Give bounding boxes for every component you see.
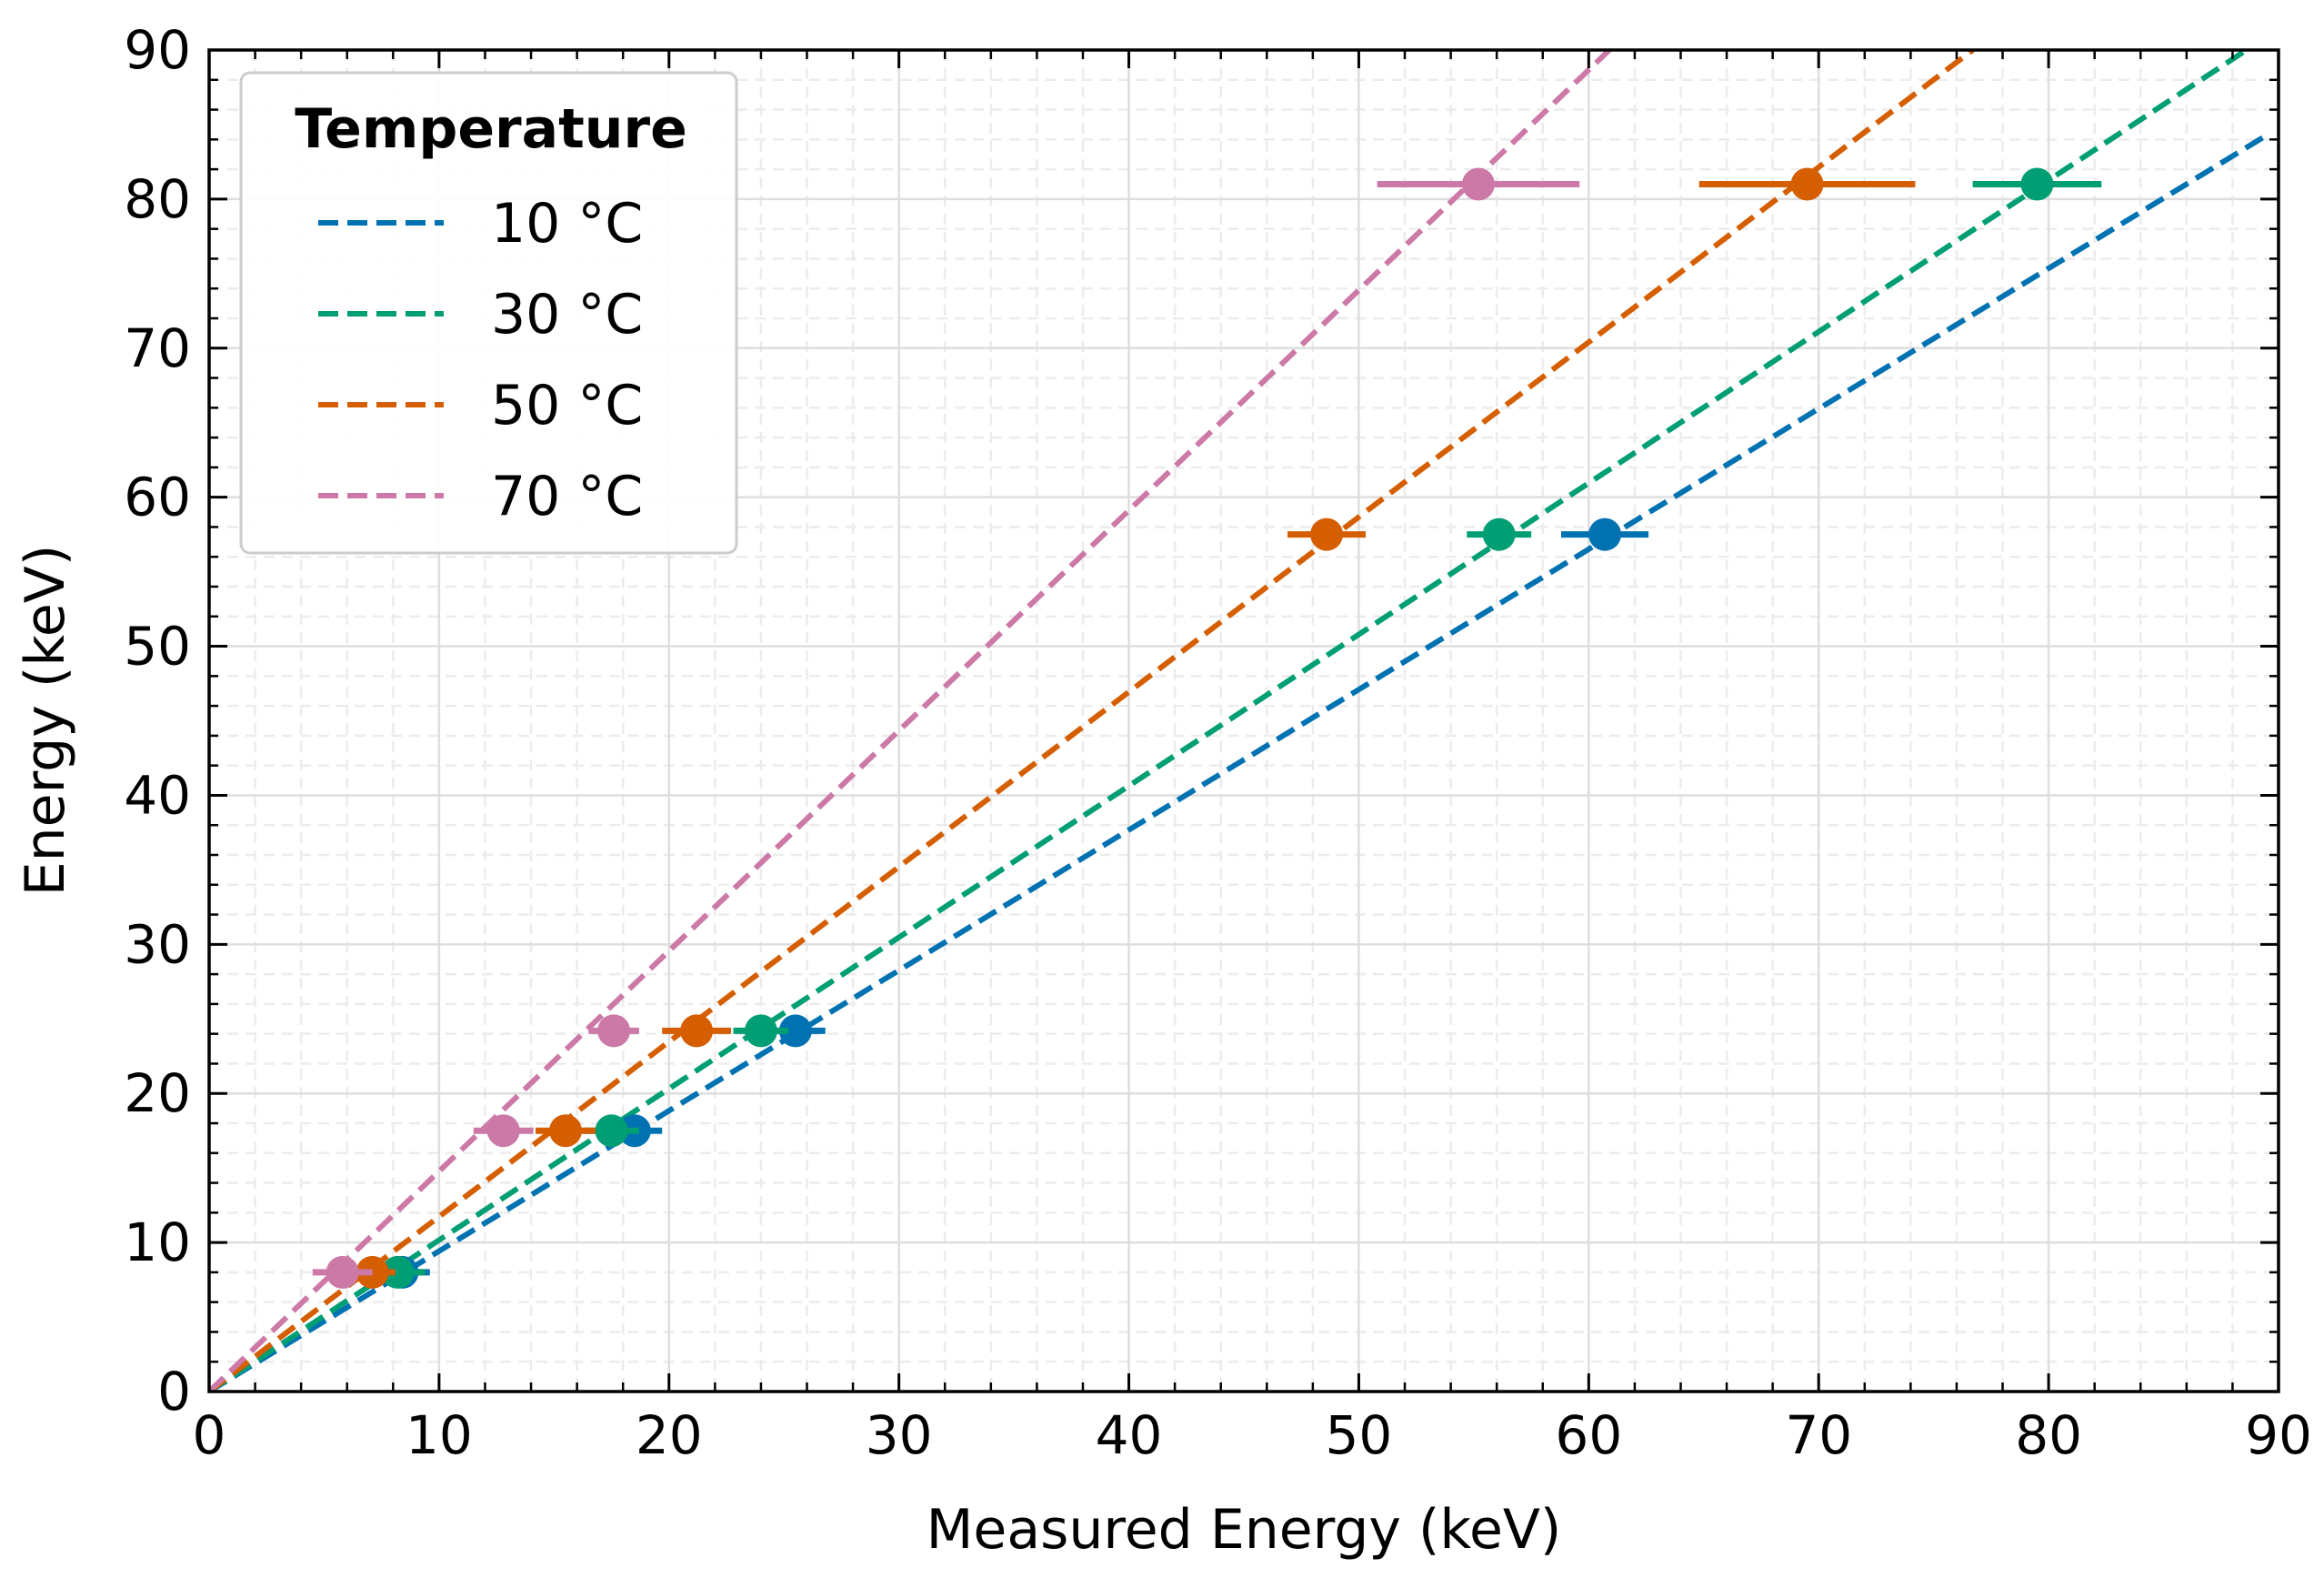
x-tick-label: 20 [636,1404,703,1466]
x-tick-label: 30 [866,1404,933,1466]
data-point-70c [597,1014,631,1048]
x-axis-label: Measured Energy (keV) [927,1498,1562,1562]
data-point-30c [1482,518,1516,551]
x-tick-label: 60 [1555,1404,1622,1466]
legend-label: 10 °C [491,192,643,256]
data-point-70c [326,1255,359,1289]
legend-entries: 10 °C 30 °C 50 °C 70 °C [318,192,643,528]
y-tick-label: 10 [124,1211,191,1273]
legend-label: 70 °C [491,465,643,528]
y-tick-label: 30 [124,913,191,975]
data-point-70c [1461,167,1495,201]
data-point-50c [1790,167,1824,201]
data-point-50c [548,1114,582,1148]
fit-line-50c [209,50,1975,1392]
x-tick-label: 0 [193,1404,226,1466]
x-tick-label: 10 [406,1404,473,1466]
axis-ticks [207,48,2280,1393]
legend: Temperature 10 °C 30 °C 50 °C 70 °C [239,71,738,555]
y-tick-label: 60 [124,467,191,528]
data-point-10c [1588,518,1622,551]
legend-box [239,71,738,555]
y-tick-label: 50 [124,616,191,678]
data-point-70c [486,1114,520,1148]
plot-frame [207,48,2280,1393]
legend-label: 50 °C [491,374,643,437]
tick-labels: 0 10 20 30 40 50 60 70 80 90 0 10 20 30 40 50 60 70 80 90 [124,19,2312,1466]
fit-lines [209,50,2269,1392]
y-tick-label: 70 [124,317,191,379]
x-tick-label: 70 [1785,1404,1852,1466]
legend-label: 30 °C [491,283,643,347]
y-axis-label: Energy (keV) [14,545,77,897]
y-tick-label: 90 [124,19,191,81]
x-tick-label: 90 [2245,1404,2312,1466]
y-tick-label: 40 [124,764,191,826]
fit-line-10c [209,132,2269,1392]
x-tick-label: 80 [2015,1404,2082,1466]
y-tick-label: 80 [124,168,191,230]
data-points [312,167,2102,1289]
x-tick-label: 50 [1326,1404,1393,1466]
data-point-30c [595,1114,628,1148]
data-point-30c [2020,167,2054,201]
fit-line-70c [209,50,1612,1392]
data-point-10c [778,1014,812,1048]
y-tick-label: 20 [124,1062,191,1124]
data-point-50c [680,1014,714,1048]
legend-title: Temperature [295,97,687,161]
x-tick-label: 40 [1096,1404,1163,1466]
data-point-50c [1310,518,1344,551]
y-tick-label: 0 [157,1361,191,1422]
data-point-30c [744,1014,777,1048]
data-point-30c [381,1255,415,1289]
